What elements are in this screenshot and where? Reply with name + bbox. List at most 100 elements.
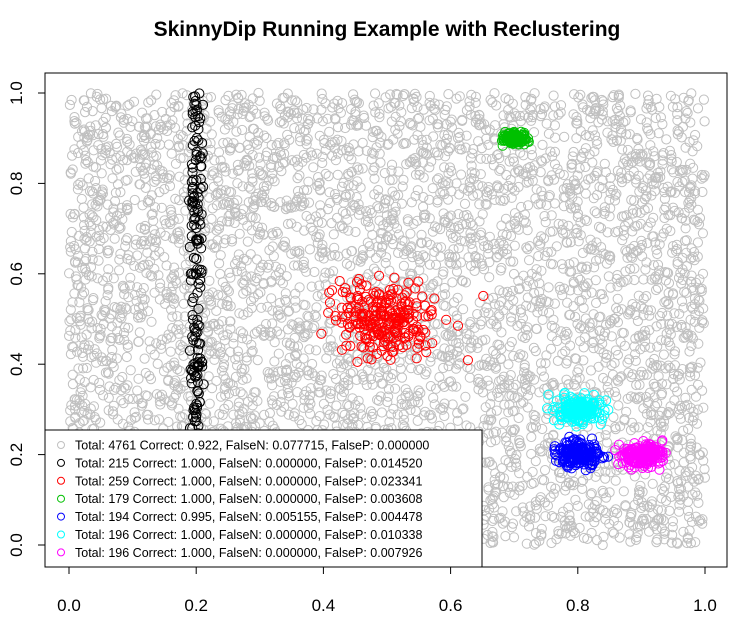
data-point-series-0 <box>212 172 223 183</box>
data-point-series-0 <box>383 391 394 402</box>
data-point-series-0 <box>566 159 577 170</box>
data-point-series-0 <box>569 202 580 213</box>
data-point-series-1 <box>185 275 197 286</box>
data-point-series-1 <box>186 176 197 188</box>
data-point-series-0 <box>108 409 119 420</box>
data-point-series-0 <box>551 241 562 252</box>
data-point-series-0 <box>71 117 82 128</box>
data-point-series-0 <box>676 322 687 333</box>
data-point-series-0 <box>666 537 677 548</box>
data-point-series-0 <box>443 329 454 340</box>
data-point-series-0 <box>488 345 499 356</box>
data-point-series-0 <box>334 355 345 366</box>
data-point-series-0 <box>158 124 169 135</box>
data-point-series-0 <box>93 243 105 255</box>
data-point-series-0 <box>688 135 699 146</box>
data-point-series-0 <box>489 88 500 99</box>
data-point-series-0 <box>180 259 191 270</box>
data-point-series-0 <box>644 526 655 537</box>
data-point-series-0 <box>365 374 377 385</box>
data-point-series-0 <box>213 147 225 158</box>
data-point-series-0 <box>685 371 696 382</box>
data-point-series-0 <box>526 93 537 105</box>
data-point-series-0 <box>76 193 87 205</box>
data-point-series-0 <box>122 136 133 147</box>
data-point-series-0 <box>507 406 519 417</box>
data-point-series-0 <box>481 302 492 313</box>
data-point-series-1 <box>193 361 204 372</box>
data-point-series-0 <box>304 244 315 255</box>
data-point-series-0 <box>440 151 451 162</box>
data-point-series-0 <box>139 353 150 364</box>
data-point-series-0 <box>653 128 664 139</box>
data-point-series-0 <box>242 236 253 247</box>
data-point-series-0 <box>663 268 674 279</box>
data-point-series-0 <box>376 131 387 142</box>
data-point-series-0 <box>220 234 231 245</box>
data-point-series-1 <box>188 174 199 185</box>
data-point-series-0 <box>565 530 576 541</box>
data-point-series-0 <box>168 215 179 226</box>
data-point-series-0 <box>584 511 595 523</box>
data-point-series-0 <box>155 278 166 289</box>
data-point-series-0 <box>692 362 703 373</box>
data-point-series-0 <box>319 138 330 149</box>
data-point-series-0 <box>490 435 501 446</box>
data-point-series-0 <box>657 119 668 130</box>
data-point-series-0 <box>592 189 603 201</box>
data-point-series-0 <box>277 92 288 104</box>
data-point-series-0 <box>474 360 485 371</box>
data-point-series-0 <box>600 473 611 484</box>
data-point-series-0 <box>222 296 233 307</box>
data-point-series-0 <box>345 260 356 272</box>
data-point-series-0 <box>697 228 709 239</box>
data-point-series-0 <box>242 154 253 165</box>
data-point-series-0 <box>489 238 500 250</box>
data-point-series-0 <box>563 502 574 513</box>
data-point-series-0 <box>493 149 504 160</box>
data-point-series-0 <box>264 368 275 379</box>
data-point-series-0 <box>273 161 284 172</box>
data-point-series-0 <box>247 345 258 356</box>
data-point-series-0 <box>313 381 324 392</box>
data-point-series-0 <box>500 146 511 157</box>
data-point-series-0 <box>175 365 186 377</box>
data-point-series-0 <box>653 513 665 525</box>
data-point-series-0 <box>444 355 455 366</box>
data-point-series-0 <box>147 208 158 219</box>
data-point-series-0 <box>373 128 384 139</box>
data-point-series-0 <box>223 200 234 211</box>
data-point-series-0 <box>615 421 626 432</box>
data-point-series-0 <box>303 118 314 129</box>
data-point-series-0 <box>379 168 390 179</box>
data-point-series-0 <box>342 399 353 410</box>
data-point-series-0 <box>568 278 580 289</box>
data-point-series-0 <box>324 126 335 137</box>
data-point-series-0 <box>464 343 475 354</box>
data-point-series-0 <box>683 481 694 492</box>
data-point-series-0 <box>269 371 280 382</box>
data-point-series-0 <box>322 204 333 215</box>
data-point-series-0 <box>611 457 622 468</box>
data-point-series-0 <box>116 385 127 396</box>
data-point-series-0 <box>540 153 551 164</box>
data-point-series-0 <box>528 409 539 421</box>
data-point-series-0 <box>349 94 360 105</box>
data-point-series-0 <box>538 233 550 244</box>
data-point-series-0 <box>684 367 696 378</box>
data-point-series-0 <box>697 518 708 529</box>
data-point-series-0 <box>425 381 436 392</box>
data-point-series-1 <box>192 287 203 298</box>
data-point-series-0 <box>284 352 295 363</box>
data-point-series-0 <box>451 259 462 270</box>
data-point-series-0 <box>488 160 499 171</box>
data-point-series-0 <box>572 115 583 126</box>
data-point-series-0 <box>286 218 297 229</box>
data-point-series-0 <box>169 102 180 113</box>
data-point-series-0 <box>698 172 709 183</box>
data-point-series-0 <box>611 188 622 199</box>
data-point-series-0 <box>149 110 160 121</box>
data-point-series-0 <box>651 244 662 255</box>
data-point-series-0 <box>459 198 471 209</box>
data-point-series-0 <box>471 114 482 125</box>
